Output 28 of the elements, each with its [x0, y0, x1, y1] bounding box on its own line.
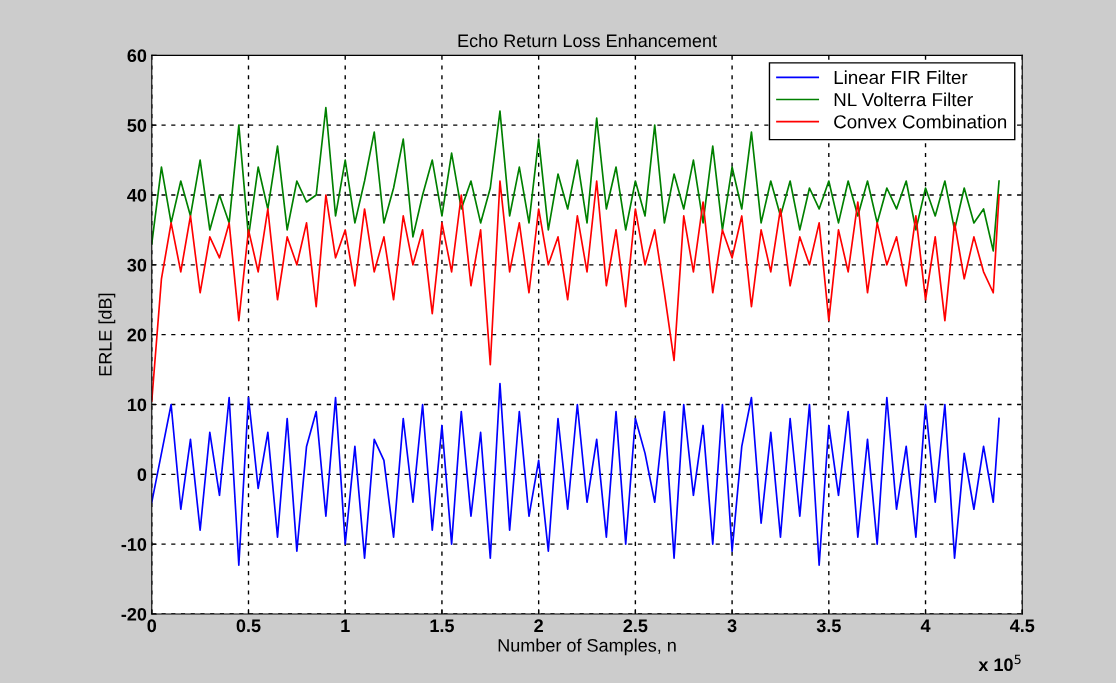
x-tick-label: 2.5 [623, 619, 648, 633]
y-tick-label: 10 [127, 398, 147, 412]
text: x 10$^{5}$ [978, 654, 1021, 672]
x-tick-label: 4.5 [1009, 619, 1035, 633]
x-tick-label: 3 [727, 619, 737, 633]
x-tick-label: 0 [147, 619, 157, 633]
legend-label: Linear FIR Filter [834, 70, 968, 85]
x-tick-label: 1 [341, 619, 350, 632]
y-axis-title: ERLE [dB] [98, 293, 116, 376]
chart-title: Echo Return Loss Enhancement [458, 33, 717, 48]
x-tick-label: 1.5 [430, 619, 454, 633]
legend-label: Convex Combination [834, 114, 1007, 129]
y-tick-label: 40 [127, 188, 147, 202]
y-tick-label: 20 [127, 328, 147, 342]
x-tick-label: 3.5 [816, 619, 841, 633]
line-series [151, 382, 1000, 566]
y-tick-label: 60 [127, 49, 147, 63]
y-tick-label: 0 [137, 468, 147, 482]
x-tick-label: 2 [534, 619, 543, 632]
y-tick-label: -10 [121, 538, 147, 551]
y-tick-label: 30 [127, 258, 147, 272]
y-tick-label: -20 [121, 607, 147, 621]
line-series [151, 180, 1000, 402]
legend-label: NL Volterra Filter [834, 92, 973, 107]
x-tick-label: 0.5 [236, 619, 261, 633]
x-axis-title: Number of Samples, n [498, 638, 676, 656]
x-tick-label: 4 [920, 619, 931, 632]
y-tick-label: 50 [127, 119, 147, 132]
